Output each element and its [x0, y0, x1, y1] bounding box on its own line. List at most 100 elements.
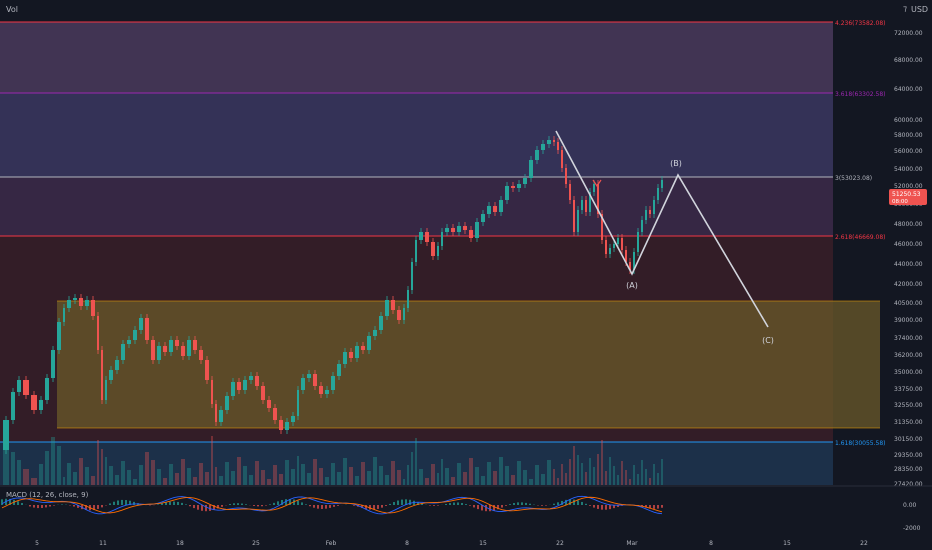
- price-tick: 31350.00: [894, 419, 923, 426]
- macd-histogram-bar: [313, 505, 315, 508]
- macd-histogram-bar: [333, 505, 335, 507]
- volume-bar: [547, 460, 551, 485]
- price-tick: 29350.00: [894, 452, 923, 459]
- volume-bar: [23, 469, 29, 485]
- currency-label[interactable]: USD: [911, 5, 929, 14]
- macd-histogram-bar: [49, 505, 51, 507]
- macd-histogram-bar: [17, 501, 19, 505]
- macd-histogram-bar: [297, 500, 299, 505]
- macd-histogram-bar: [569, 499, 571, 505]
- volume-bar: [85, 467, 89, 485]
- candle-body: [431, 242, 435, 256]
- candle-body: [355, 346, 359, 358]
- candle-body: [325, 390, 329, 394]
- candle-body: [425, 232, 429, 242]
- time-tick: 25: [252, 540, 260, 547]
- candle-body: [451, 228, 455, 232]
- fib-labels: 4.236(73582.08) 3.618(63302.58) 3(53023.08…: [835, 20, 886, 447]
- volume-bar: [355, 476, 359, 485]
- candle-body: [337, 364, 341, 376]
- candle-body: [457, 226, 461, 232]
- macd-histogram-bar: [97, 505, 99, 509]
- candle-body: [625, 250, 627, 262]
- volume-bar: [557, 478, 559, 485]
- volume-bar: [127, 470, 131, 485]
- macd-histogram-bar: [221, 505, 223, 507]
- macd-histogram-bar: [401, 499, 403, 505]
- volume-bar: [431, 464, 435, 485]
- fib-band: [0, 177, 833, 236]
- fib-level-label: 3.618(63302.58): [835, 91, 886, 98]
- macd-histogram-bar: [553, 503, 555, 505]
- candle-body: [127, 340, 131, 344]
- candle-body: [379, 316, 383, 330]
- volume-bar: [57, 446, 61, 485]
- volume-bar: [397, 470, 401, 485]
- volume-bar: [577, 455, 579, 485]
- signal-line: [1, 496, 663, 514]
- candle-body: [589, 192, 591, 212]
- volume-bar: [163, 478, 167, 485]
- candle-body: [163, 346, 167, 352]
- macd-histogram-bar: [285, 499, 287, 505]
- candle-body: [45, 378, 49, 400]
- macd-pane: 0.00 -2000: [0, 485, 932, 532]
- macd-histogram-bar: [289, 498, 291, 505]
- macd-histogram-bar: [301, 502, 303, 505]
- fib-band: [0, 93, 833, 177]
- candle-body: [601, 214, 603, 240]
- time-tick: 22: [556, 540, 564, 547]
- macd-histogram-bar: [165, 502, 167, 505]
- candle-body: [349, 352, 353, 358]
- candle-body: [273, 408, 277, 420]
- volume-bar: [349, 467, 353, 485]
- current-price-sub: 08:00: [892, 199, 908, 205]
- volume-bar: [361, 462, 365, 485]
- candle-body: [225, 396, 229, 410]
- macd-histogram-bar: [477, 505, 479, 510]
- candle-body: [487, 206, 491, 214]
- candle-body: [51, 350, 55, 378]
- volume-bar: [231, 471, 235, 485]
- candle-body: [343, 352, 347, 364]
- volume-bar: [441, 459, 443, 485]
- volume-bar: [237, 457, 241, 485]
- macd-histogram-bar: [205, 505, 207, 512]
- volume-bar: [463, 472, 467, 485]
- macd-histogram-bar: [445, 503, 447, 505]
- candle-body: [85, 300, 89, 306]
- price-tick: 40500.00: [894, 300, 923, 307]
- volume-bar: [605, 471, 607, 485]
- support-zone-box: [57, 301, 880, 428]
- macd-tick: 0.00: [903, 502, 917, 509]
- candle-body: [649, 210, 651, 214]
- wave-path: [555, 130, 769, 328]
- volume-bar: [481, 476, 485, 485]
- price-tick: 32550.00: [894, 402, 923, 409]
- price-tick: 35000.00: [894, 369, 923, 376]
- time-tick: Mar: [626, 540, 638, 547]
- macd-histogram-bar: [493, 505, 495, 511]
- candle-body: [261, 386, 265, 400]
- candle-body: [145, 318, 149, 340]
- volume-bar: [661, 459, 663, 485]
- volume-bar: [73, 472, 77, 485]
- candle-body: [285, 422, 289, 430]
- macd-histogram-bar: [277, 501, 279, 505]
- macd-histogram-bar: [29, 505, 31, 507]
- macd-histogram-bar: [377, 505, 379, 509]
- candle-body: [279, 420, 283, 430]
- candle-body: [511, 186, 515, 188]
- volume-bar: [319, 468, 323, 485]
- fib-level-label: 3(53023.08): [835, 175, 872, 182]
- volume-bar: [553, 469, 555, 485]
- volume-bar: [625, 470, 627, 485]
- candle-body: [297, 390, 299, 416]
- volume-bar: [181, 459, 185, 485]
- candle-body: [593, 184, 595, 192]
- macd-histogram-bar: [585, 503, 587, 505]
- macd-histogram-bar: [189, 505, 191, 507]
- macd-histogram-bar: [265, 505, 267, 506]
- fib-level-label: 1.618(30055.58): [835, 440, 886, 447]
